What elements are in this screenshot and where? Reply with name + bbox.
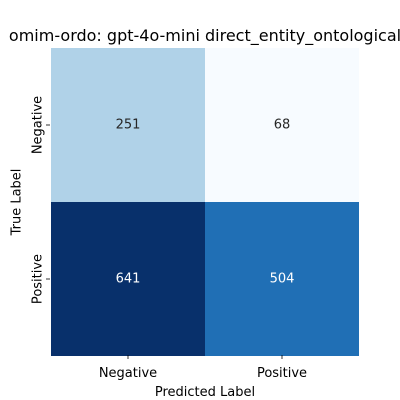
cell-value-negative-negative: 251 xyxy=(116,118,141,133)
y-axis-label: True Label xyxy=(10,169,25,237)
y-axis: Negative Positive xyxy=(31,96,50,304)
x-tick-label-negative: Negative xyxy=(99,366,157,381)
chart-title: omim-ordo: gpt-4o-mini direct_entity_ont… xyxy=(9,26,400,46)
heatmap-cell-labels: 251 68 641 504 xyxy=(116,118,295,287)
y-tick-label-positive: Positive xyxy=(31,254,46,304)
x-axis-label: Predicted Label xyxy=(155,385,255,400)
y-tick-label-negative: Negative xyxy=(31,96,46,154)
cell-value-positive-positive: 504 xyxy=(270,272,295,287)
x-tick-label-positive: Positive xyxy=(257,366,307,381)
heatmap-cell-positive-negative xyxy=(51,202,205,356)
heatmap-cell-negative-negative xyxy=(51,48,205,202)
x-axis: Negative Positive xyxy=(99,355,307,381)
cell-value-positive-negative: 641 xyxy=(116,272,141,287)
heatmap-cell-negative-positive xyxy=(205,48,359,202)
heatmap-cells xyxy=(51,48,359,356)
cell-value-negative-positive: 68 xyxy=(274,118,291,133)
heatmap-cell-positive-positive xyxy=(205,202,359,356)
